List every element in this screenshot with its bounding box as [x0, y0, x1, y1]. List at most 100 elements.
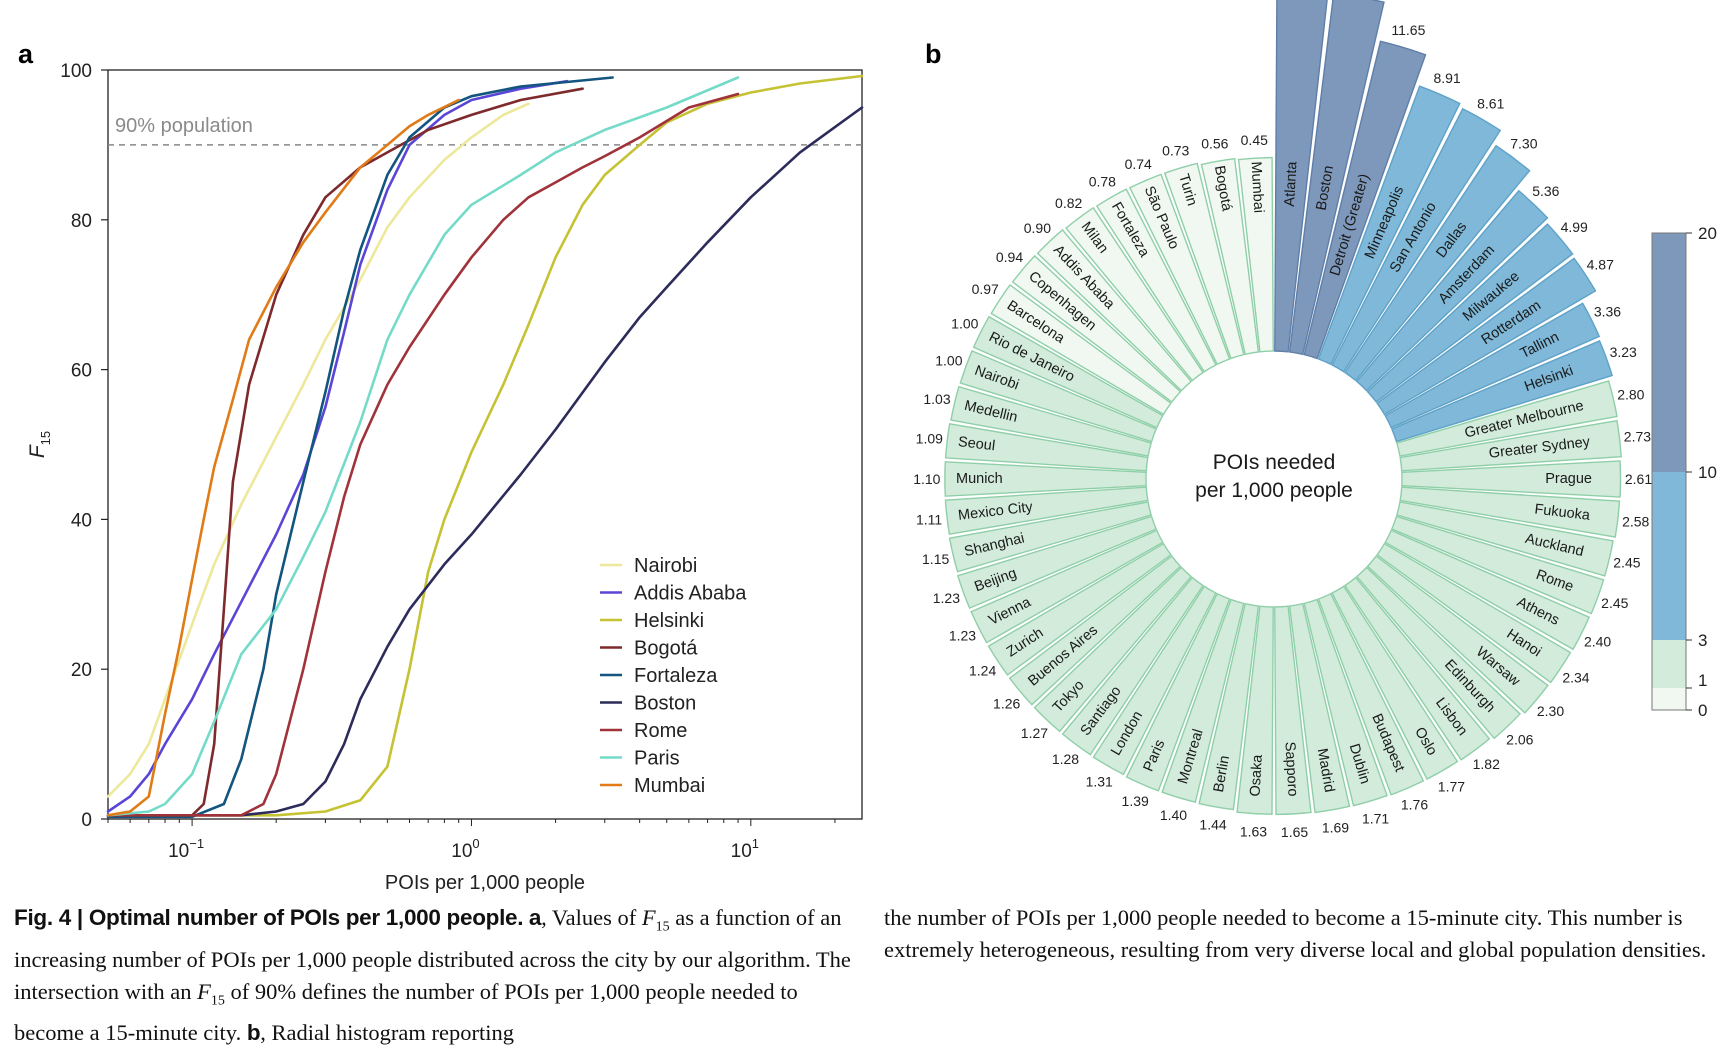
radial-value-label-rome: 2.45: [1601, 595, 1628, 611]
radial-value-label-vienna: 1.23: [949, 627, 976, 643]
radial-bar-santiago: [1061, 576, 1204, 756]
colorbar-tick-label: 10: [1698, 463, 1717, 482]
legend-label-helsinki: Helsinki: [634, 610, 704, 632]
radial-bar-budapest: [1317, 592, 1425, 796]
reference-line-label: 90% population: [115, 115, 253, 137]
radial-value-label-montreal: 1.40: [1160, 807, 1187, 823]
radial-value-label-edinburgh: 2.06: [1506, 732, 1533, 748]
radial-value-label-beijing: 1.23: [933, 590, 960, 606]
figure-caption-right: the number of POIs per 1,000 people need…: [884, 905, 1707, 962]
radial-value-label-santiago: 1.28: [1052, 751, 1079, 767]
radial-value-label-minneapolis: 8.91: [1433, 70, 1460, 86]
radial-value-label-berlin: 1.44: [1199, 817, 1226, 833]
radial-value-label-greater-sydney: 2.73: [1624, 429, 1651, 445]
radial-category-label-munich: Munich: [956, 471, 1003, 487]
x-tick-label: 100: [451, 836, 479, 862]
radial-bar-edinburgh: [1355, 566, 1522, 740]
caption-a-text-2: as a function of an increasing number of…: [14, 905, 851, 1004]
radial-category-label-boston: Boston: [1314, 164, 1338, 211]
radial-value-label-medellin: 1.03: [923, 391, 950, 407]
radial-bar-mexico-city: [944, 486, 1149, 536]
radial-value-label-barcelona: 0.97: [972, 281, 999, 297]
radial-bar-warsaw: [1366, 555, 1549, 714]
radial-value-label-dallas: 7.30: [1510, 135, 1537, 151]
radial-category-label-fukuoka: Fukuoka: [1534, 502, 1592, 524]
y-tick-label: 80: [71, 211, 92, 232]
radial-value-label-lisbon: 1.82: [1473, 756, 1500, 772]
radial-bar-medellin: [950, 385, 1153, 457]
radial-value-label-mexico-city: 1.11: [916, 511, 942, 527]
colorbar-bin-3: [1652, 233, 1686, 472]
colorbar-bin-0: [1652, 688, 1686, 710]
series-line-bogota: [106, 87, 584, 817]
radial-value-label-copenhagen: 0.94: [996, 249, 1023, 265]
radial-bar-greater-melbourne: [1395, 380, 1618, 457]
radial-category-label-berlin: Berlin: [1211, 754, 1233, 793]
panel-b-radial-histogram: Atlanta15.46Boston15.03Detroit (Greater)…: [913, 0, 1717, 840]
plot-frame: [107, 69, 863, 820]
radial-value-label-paris: 1.39: [1122, 793, 1149, 809]
radial-value-label-milwaukee: 4.99: [1561, 219, 1588, 235]
caption-f15-subscript-2: 15: [210, 993, 225, 1008]
caption-figure-title: Fig. 4 | Optimal number of POIs per 1,00…: [14, 905, 524, 930]
radial-bar-sao-paulo: [1129, 173, 1231, 366]
radial-value-label-milan: 0.82: [1055, 195, 1082, 211]
panel-a-label: a: [18, 39, 34, 69]
radial-value-label-shanghai: 1.15: [922, 551, 949, 567]
radial-bar-oslo: [1331, 585, 1459, 781]
radial-value-label-fortaleza: 0.78: [1089, 174, 1116, 190]
radial-value-label-buenos-aires: 1.26: [993, 695, 1020, 711]
radial-bar-athens: [1384, 529, 1591, 651]
radial-bar-prague: [1401, 460, 1622, 498]
caption-f15-symbol-2: F: [197, 978, 211, 1004]
radial-value-label-zurich: 1.24: [969, 663, 996, 679]
caption-f15-subscript: 15: [655, 919, 670, 935]
radial-bar-turin: [1163, 162, 1245, 360]
caption-a-text-1: , Values of: [541, 905, 642, 930]
radial-value-label-london: 1.31: [1086, 774, 1113, 790]
radial-bar-mumbai: [1237, 156, 1274, 353]
radial-bar-montreal: [1161, 598, 1245, 804]
radial-bar-addis-ababa: [1036, 228, 1193, 392]
series-line-boston: [106, 106, 864, 817]
radial-value-label-warsaw: 2.30: [1537, 703, 1564, 719]
radial-value-label-rio-de-janeiro: 1.00: [951, 316, 978, 332]
y-tick-label: 20: [71, 660, 92, 681]
y-tick-label: 40: [71, 510, 92, 531]
radial-bar-lisbon: [1344, 576, 1491, 761]
radial-value-label-budapest: 1.76: [1401, 797, 1428, 813]
radial-value-label-nairobi: 1.00: [935, 353, 962, 369]
x-tick-label: 101: [731, 836, 759, 862]
radial-bar-berlin: [1198, 602, 1260, 811]
y-axis-label-subscript: 15: [38, 431, 53, 445]
radial-bar-fukuoka: [1399, 486, 1621, 538]
radial-bar-copenhagen: [1011, 254, 1182, 403]
radial-bar-munich: [944, 461, 1147, 497]
radial-category-label-sapporo: Sapporo: [1281, 741, 1300, 797]
radial-value-label-prague: 2.61: [1625, 471, 1652, 487]
radial-value-label-osaka: 1.63: [1240, 824, 1267, 840]
radial-bar-auckland: [1395, 501, 1614, 577]
radial-category-label-seoul: Seoul: [957, 434, 996, 454]
x-tick-exponent: 0: [472, 836, 479, 851]
radial-bar-rio-de-janeiro: [972, 315, 1164, 429]
colorbar-bin-2: [1652, 472, 1686, 640]
radial-value-label-madrid: 1.69: [1322, 820, 1349, 836]
radial-value-label-san-antonio: 8.61: [1477, 96, 1504, 112]
y-tick-label: 0: [81, 810, 92, 831]
radial-value-label-auckland: 2.45: [1613, 555, 1640, 571]
panel-b-label: b: [925, 39, 942, 69]
radial-bar-fortaleza: [1095, 188, 1217, 373]
radial-bar-nairobi: [959, 349, 1158, 443]
radial-bar-minneapolis: [1317, 85, 1461, 366]
caption-f15-symbol: F: [641, 905, 656, 930]
radial-category-label-atlanta: Atlanta: [1282, 160, 1301, 207]
colorbar-tick-label: 3: [1698, 631, 1707, 650]
radial-bar-madrid: [1288, 602, 1351, 814]
radial-value-label-athens: 2.40: [1584, 634, 1611, 650]
y-axis-label: F15: [26, 431, 53, 458]
series-line-nairobi: [106, 102, 530, 798]
colorbar-tick-label: 20: [1698, 224, 1717, 243]
